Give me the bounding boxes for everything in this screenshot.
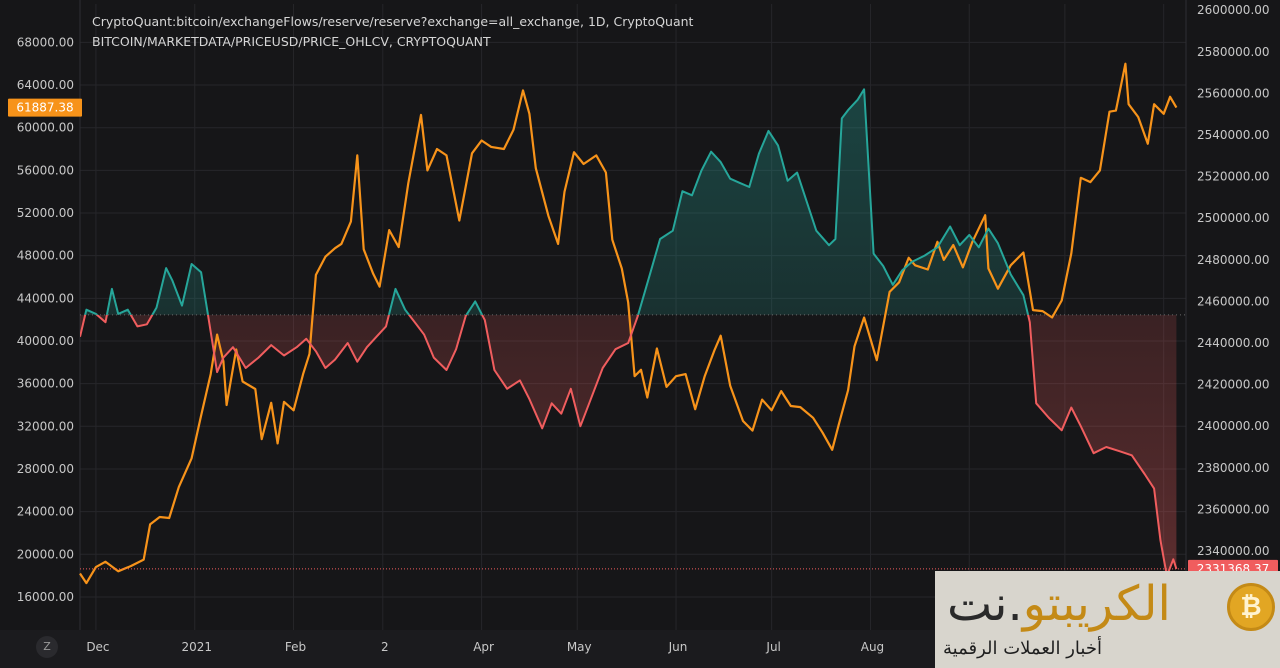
reserve-fill-above — [80, 89, 1177, 315]
legend-reserve-series[interactable]: CryptoQuant:bitcoin/exchangeFlows/reserv… — [92, 14, 694, 29]
y-left-tick-label: 60000.00 — [17, 121, 74, 135]
y-left-tick-label: 52000.00 — [17, 206, 74, 220]
timezone-button[interactable]: Z — [36, 636, 58, 658]
bitcoin-coin-icon: ₿ — [1227, 583, 1275, 631]
legend-price-series[interactable]: BITCOIN/MARKETDATA/PRICEUSD/PRICE_OHLCV,… — [92, 34, 491, 49]
x-tick-label: Jun — [668, 640, 688, 654]
y-right-tick-label: 2600000.00 — [1197, 3, 1270, 17]
y-right-tick-label: 2440000.00 — [1197, 336, 1270, 350]
y-left-tick-label: 56000.00 — [17, 163, 74, 177]
y-right-tick-label: 2420000.00 — [1197, 378, 1270, 392]
y-right-tick-label: 2480000.00 — [1197, 253, 1270, 267]
y-right-tick-label: 2580000.00 — [1197, 45, 1270, 59]
x-tick-label: 2 — [381, 640, 389, 654]
reserve-fill-below — [80, 314, 1177, 576]
reserve-series-line-below — [80, 314, 1178, 577]
price-series-line — [79, 62, 1178, 585]
legend: CryptoQuant:bitcoin/exchangeFlows/reserv… — [92, 12, 693, 52]
x-tick-label: Feb — [285, 640, 306, 654]
y-right-tick-label: 2340000.00 — [1197, 544, 1270, 558]
y-right-tick-label: 2540000.00 — [1197, 128, 1270, 142]
y-left-tick-label: 24000.00 — [17, 505, 74, 519]
x-tick-label: Aug — [861, 640, 884, 654]
x-tick-label: May — [567, 640, 592, 654]
x-tick-label: Apr — [473, 640, 494, 654]
reserve-series-line-above — [84, 88, 1030, 315]
y-right-tick-label: 2400000.00 — [1197, 419, 1270, 433]
watermark-logo: الكريبتو.نت أخبار العملات الرقمية ₿ — [935, 571, 1280, 668]
y-left-tick-label: 40000.00 — [17, 334, 74, 348]
price-last-value-badge — [8, 98, 82, 117]
watermark-title: الكريبتو.نت — [947, 576, 1171, 632]
x-tick-label: Jul — [765, 640, 780, 654]
y-right-tick-label: 2380000.00 — [1197, 461, 1270, 475]
y-right-tick-label: 2460000.00 — [1197, 294, 1270, 308]
price-last-value-label: 61887.38 — [16, 101, 73, 115]
x-tick-label: 2021 — [181, 640, 212, 654]
y-left-tick-label: 68000.00 — [17, 35, 74, 49]
y-right-tick-label: 2560000.00 — [1197, 86, 1270, 100]
y-left-tick-label: 16000.00 — [17, 590, 74, 604]
y-right-tick-label: 2360000.00 — [1197, 502, 1270, 516]
y-left-tick-label: 20000.00 — [17, 547, 74, 561]
y-right-tick-label: 2520000.00 — [1197, 170, 1270, 184]
x-tick-label: Dec — [86, 640, 109, 654]
y-right-tick-label: 2500000.00 — [1197, 211, 1270, 225]
y-left-tick-label: 36000.00 — [17, 377, 74, 391]
y-left-tick-label: 64000.00 — [17, 78, 74, 92]
y-left-tick-label: 44000.00 — [17, 291, 74, 305]
y-left-tick-label: 48000.00 — [17, 249, 74, 263]
y-left-tick-label: 28000.00 — [17, 462, 74, 476]
watermark-subtitle: أخبار العملات الرقمية — [943, 638, 1102, 659]
y-left-tick-label: 32000.00 — [17, 419, 74, 433]
